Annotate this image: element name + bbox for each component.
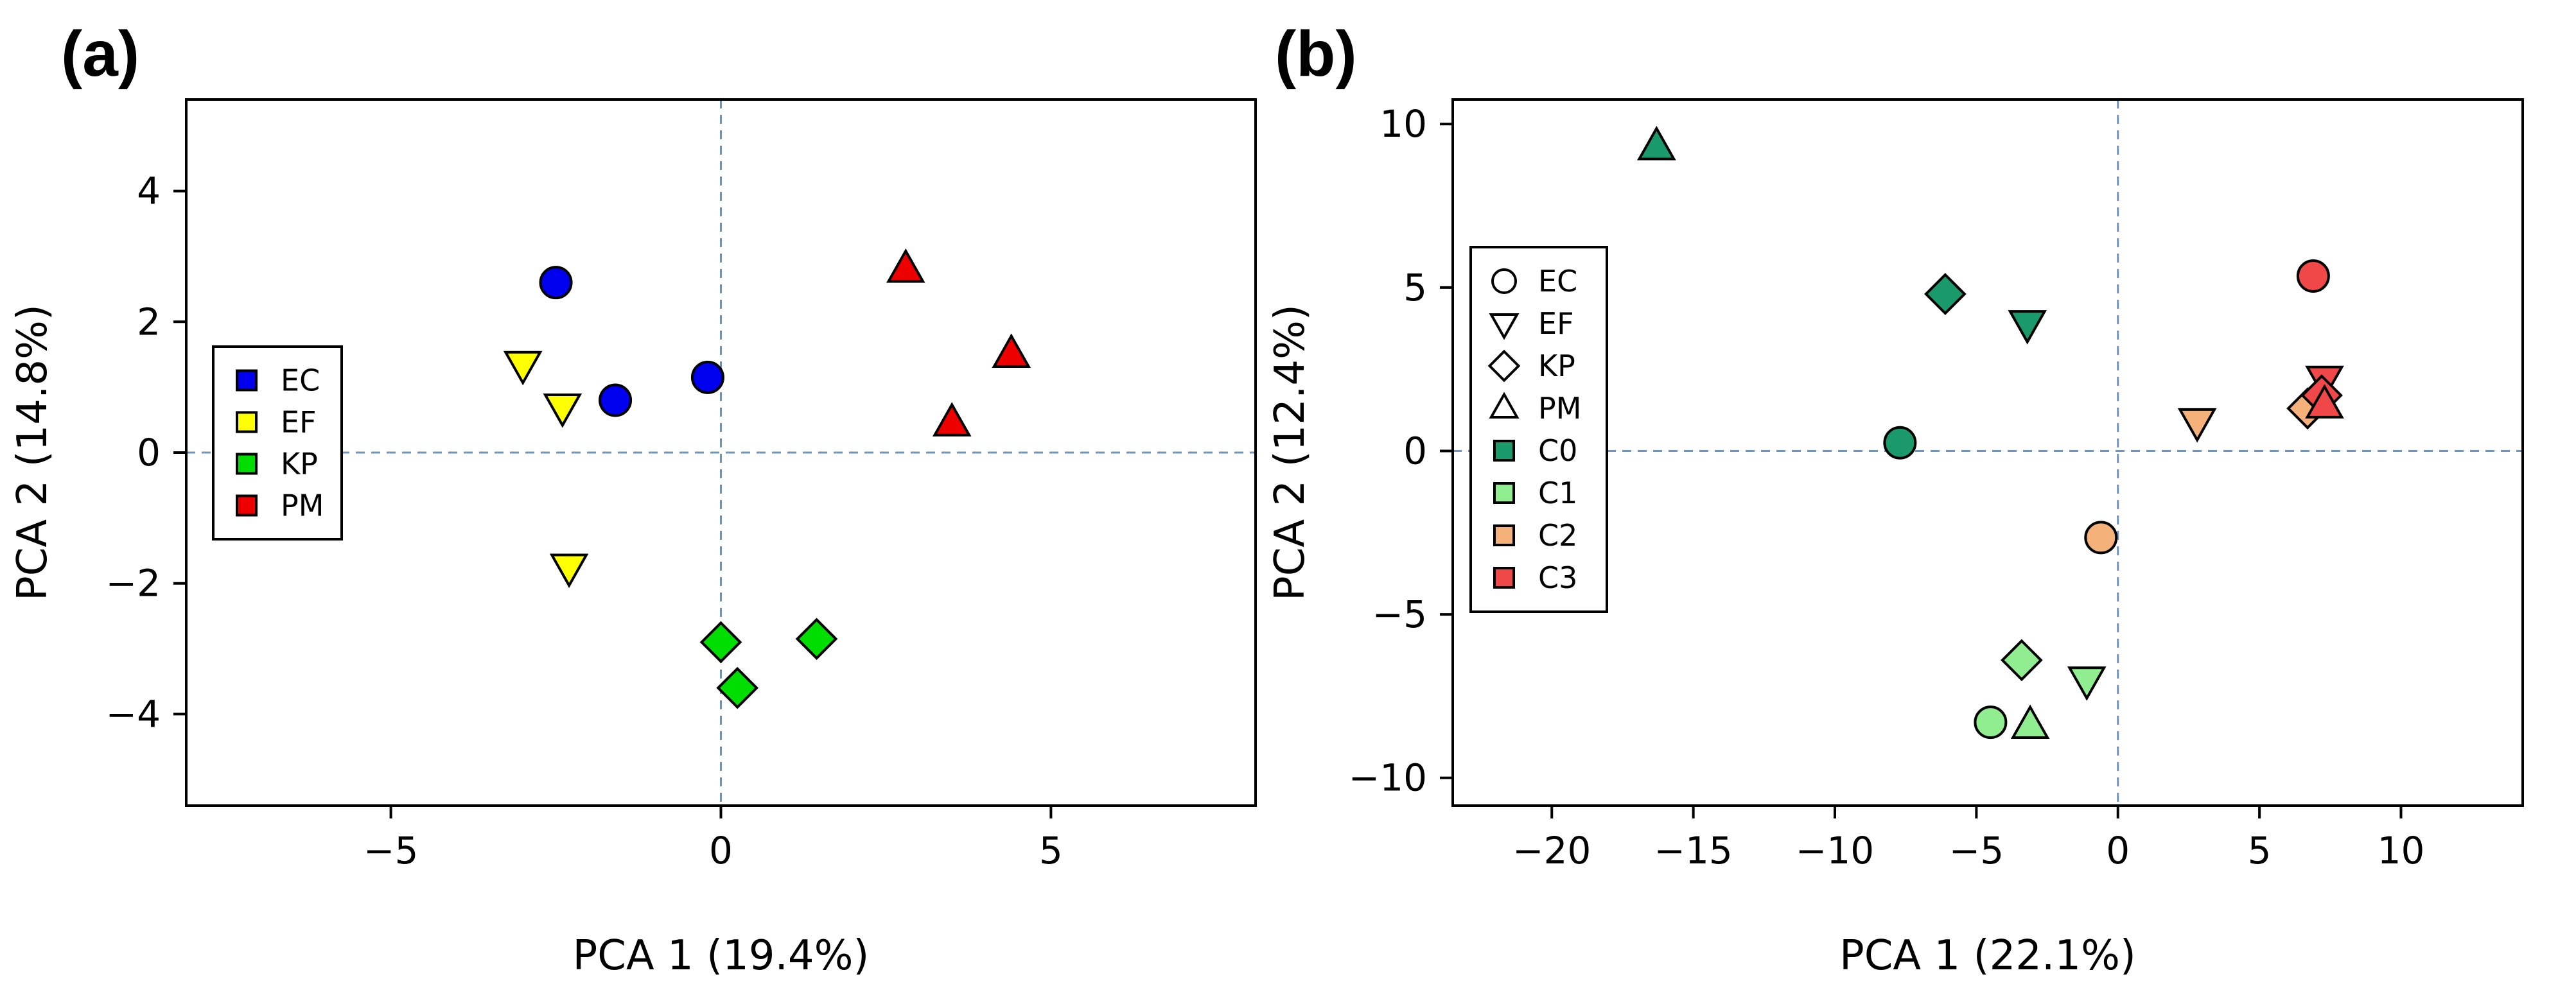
point-c1-circle <box>1974 705 2008 740</box>
series-ec <box>539 266 724 417</box>
point-ef-triangle-down <box>549 553 589 589</box>
point-c1-triangle-up <box>2010 704 2050 739</box>
point-kp-diamond <box>699 621 742 664</box>
legend-label-kp: KP <box>281 447 318 481</box>
point-c0-circle <box>1883 426 1917 460</box>
legend-key-c0 <box>1493 440 1515 462</box>
x-tick-label: −5 <box>364 829 419 872</box>
y-tick-label: 0 <box>137 431 161 474</box>
legend-label-pm: PM <box>1538 391 1581 426</box>
point-c0-diamond <box>1924 273 1967 315</box>
legend-key-c1 <box>1493 482 1515 504</box>
x-tick-label: −15 <box>1654 829 1732 872</box>
legend-key-c2 <box>1493 524 1515 546</box>
legend-label-c1: C1 <box>1538 476 1577 510</box>
legend-key-pm <box>236 494 258 517</box>
y-tick-label: −4 <box>106 692 161 736</box>
panel-label: (a) <box>61 18 139 90</box>
series-c3 <box>2296 259 2344 419</box>
legend-label-ef: EF <box>1538 306 1574 341</box>
y-tick-label: 2 <box>137 300 161 343</box>
y-tick-label: 10 <box>1380 102 1427 146</box>
series-kp <box>699 618 838 709</box>
point-ec-circle <box>690 360 724 394</box>
legend-label-ec: EC <box>1538 264 1577 298</box>
y-tick-label: 4 <box>137 169 161 213</box>
legend-box <box>212 345 343 541</box>
point-kp-diamond <box>795 618 838 661</box>
x-tick-label: −5 <box>1949 829 2004 872</box>
point-ef-triangle-down <box>503 350 543 386</box>
point-c2-triangle-down <box>2177 408 2217 443</box>
x-axis-title: PCA 1 (19.4%) <box>573 932 870 980</box>
x-tick-label: 5 <box>1039 829 1063 872</box>
panel-a: (a) −5 0 5 −4 −2 0 2 4 PCA 1 (19.4%) PCA 2 (14.8%)… <box>9 18 1257 980</box>
series-c0 <box>1637 125 2047 460</box>
y-tick-label: 0 <box>1403 429 1427 472</box>
x-axis-title: PCA 1 (22.1%) <box>1839 932 2136 980</box>
point-c0-triangle-up <box>1637 125 1676 160</box>
series-c2 <box>2084 387 2329 555</box>
legend-label-c0: C0 <box>1538 433 1577 468</box>
legend: EC EF KP PM <box>212 345 343 541</box>
legend: EC EF KP PM C0 C1 C2 C3 <box>1469 246 1608 613</box>
series-c1 <box>1974 639 2107 740</box>
x-tick-label: 0 <box>709 829 733 872</box>
legend-key-ec <box>1491 268 1517 294</box>
point-c3-triangle-up <box>2305 384 2344 419</box>
x-tick-label: 0 <box>2106 829 2130 872</box>
point-c1-diamond <box>2001 639 2043 682</box>
y-tick-label: −5 <box>1372 593 1428 636</box>
legend-key-pm <box>1489 392 1520 419</box>
panel-b: (b) −20 −15 −10 −5 0 5 10 −10 −5 0 5 10 PCA 1 (22.1%)… <box>1266 18 2524 980</box>
legend-label-c3: C3 <box>1538 560 1577 595</box>
y-tick-label: −10 <box>1349 756 1427 800</box>
series-pm <box>886 248 1031 437</box>
point-kp-diamond <box>716 666 759 709</box>
legend-key-kp <box>1487 349 1521 383</box>
point-ec-circle <box>539 266 573 300</box>
legend-key-ec <box>236 369 258 392</box>
point-c3-circle <box>2296 259 2330 293</box>
x-tick-label: 10 <box>2378 829 2425 872</box>
legend-key-c3 <box>1493 567 1515 589</box>
legend-label-pm: PM <box>281 489 324 523</box>
y-tick-label: 5 <box>1403 266 1427 309</box>
y-axis-title: PCA 2 (12.4%) <box>1266 304 1314 601</box>
legend-label-ef: EF <box>281 405 317 440</box>
y-tick-label: −2 <box>106 562 161 605</box>
legend-label-ec: EC <box>281 363 320 398</box>
x-tick-label: −10 <box>1796 829 1874 872</box>
legend-key-kp <box>236 453 258 475</box>
x-tick-label: 5 <box>2248 829 2272 872</box>
x-tick-label: −20 <box>1512 829 1591 872</box>
point-ef-triangle-down <box>543 393 583 428</box>
legend-label-c2: C2 <box>1538 518 1577 553</box>
point-c2-circle <box>2084 521 2118 555</box>
y-axis-title: PCA 2 (14.8%) <box>9 304 57 601</box>
legend-label-kp: KP <box>1538 349 1575 383</box>
point-pm-triangle-up <box>992 333 1031 368</box>
series-ef <box>503 350 589 589</box>
panel-label: (b) <box>1275 18 1357 90</box>
legend-key-ef <box>1489 313 1520 340</box>
point-ec-circle <box>599 383 633 417</box>
point-pm-triangle-up <box>886 248 925 283</box>
legend-key-ef <box>236 411 258 433</box>
point-c1-triangle-down <box>2067 666 2107 701</box>
point-pm-triangle-up <box>932 402 972 437</box>
plot-frame <box>1451 98 2524 807</box>
point-c0-triangle-down <box>2008 310 2047 345</box>
legend-box <box>1469 246 1608 613</box>
